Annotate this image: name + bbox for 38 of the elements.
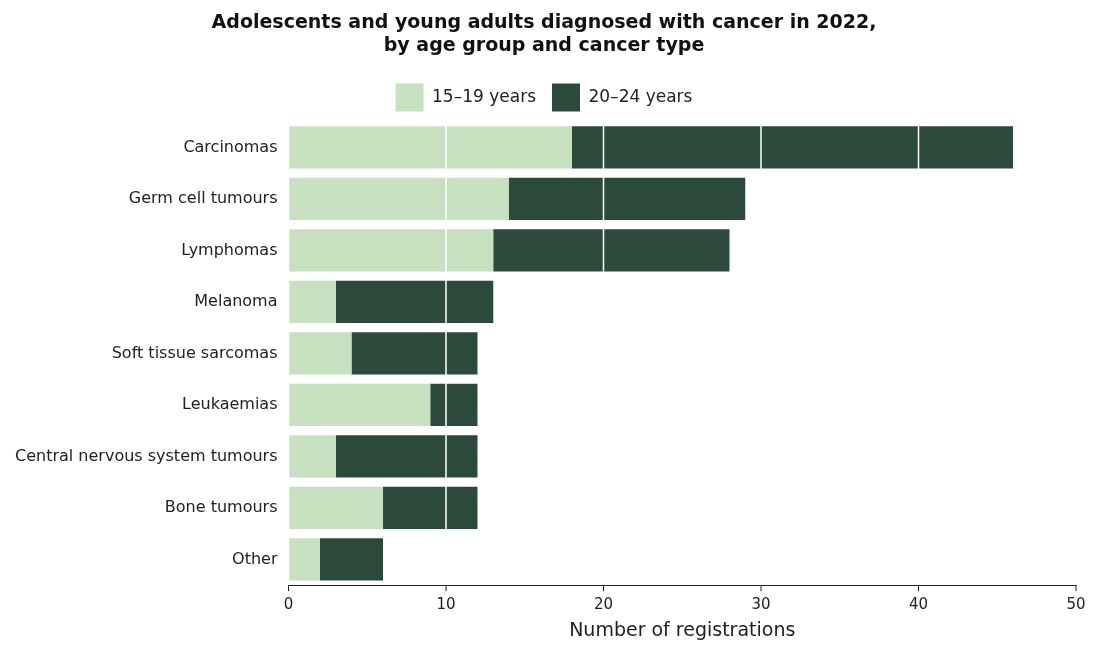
y-tick-label: Carcinomas	[183, 136, 278, 156]
bar	[288, 486, 383, 530]
x-tick-label: 20	[593, 595, 614, 614]
x-tick-label: 0	[283, 595, 294, 614]
legend-label: 15–19 years	[432, 86, 537, 107]
bar	[288, 126, 572, 169]
legend-label: 20–24 years	[588, 86, 693, 107]
x-tick-label: 30	[751, 595, 771, 614]
bar	[288, 229, 494, 272]
bar	[509, 177, 746, 220]
y-tick-label: Bone tumours	[164, 497, 278, 517]
bar	[351, 332, 478, 375]
bar	[320, 538, 383, 581]
x-tick-label: 10	[436, 595, 456, 614]
y-tick-label: Leukaemias	[182, 394, 278, 414]
text: by age group and cancer type	[383, 33, 705, 56]
bar	[288, 280, 336, 324]
y-tick-label: Other	[232, 548, 278, 568]
bar	[288, 177, 509, 220]
y-tick-label: Central nervous system tumours	[15, 445, 278, 465]
bar	[288, 383, 431, 427]
bar	[572, 126, 1013, 169]
bar	[335, 435, 478, 478]
bar	[383, 486, 478, 530]
x-tick-label: 50	[1066, 595, 1086, 614]
bar	[335, 280, 494, 324]
bar	[493, 229, 730, 272]
bar	[288, 332, 352, 375]
bar	[430, 383, 478, 427]
y-tick-label: Soft tissue sarcomas	[111, 342, 278, 362]
bar	[288, 538, 320, 581]
y-tick-label: Melanoma	[194, 291, 278, 311]
x-axis-title: Number of registrations	[569, 617, 796, 640]
y-tick-label: Lymphomas	[181, 239, 278, 259]
bar	[288, 435, 336, 478]
y-tick-label: Germ cell tumours	[128, 188, 278, 208]
x-tick-label: 40	[908, 595, 929, 614]
text: Adolescents and young adults diagnosed with cancer in 2022,	[211, 10, 877, 33]
